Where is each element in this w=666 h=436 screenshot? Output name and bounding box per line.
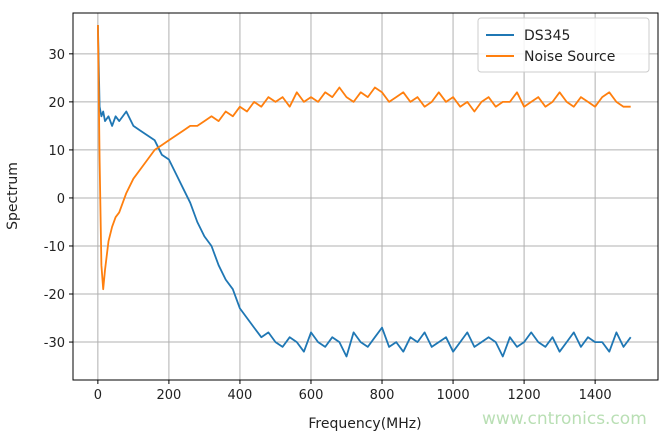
x-axis-label: Frequency(MHz) <box>308 416 421 432</box>
y-tick-label: 20 <box>48 96 65 111</box>
watermark: www.cntronics.com <box>482 409 647 429</box>
grid <box>73 13 658 380</box>
series-line-ds345 <box>97 24 632 358</box>
y-axis-label: Spectrum <box>5 162 21 230</box>
series-lines <box>97 24 632 358</box>
plot-frame <box>72 12 659 381</box>
x-tick-label: 800 <box>370 388 395 403</box>
x-tick-label: 1200 <box>508 388 541 403</box>
x-tick-label: 0 <box>94 388 102 403</box>
y-tick-label: 0 <box>57 192 65 207</box>
x-tick-label: 200 <box>156 388 181 403</box>
legend: DS345 Noise Source <box>477 17 650 73</box>
y-tick-label: -30 <box>44 336 65 351</box>
y-tick-label: 30 <box>48 48 65 63</box>
legend-label: DS345 <box>524 28 570 44</box>
y-tick-label: -20 <box>44 288 65 303</box>
x-tick-label: 600 <box>299 388 324 403</box>
x-tick-label: 400 <box>228 388 253 403</box>
series-line-noise-source <box>97 24 631 291</box>
legend-label: Noise Source <box>524 49 615 65</box>
axis-ticks: 0 200 400 600 800 1000 1200 1400 -30 -20 -10 0 10 20 3… <box>44 48 612 403</box>
y-tick-label: -10 <box>44 240 65 255</box>
x-tick-label: 1400 <box>579 388 612 403</box>
x-tick-label: 1000 <box>437 388 470 403</box>
y-tick-label: 10 <box>48 144 65 159</box>
